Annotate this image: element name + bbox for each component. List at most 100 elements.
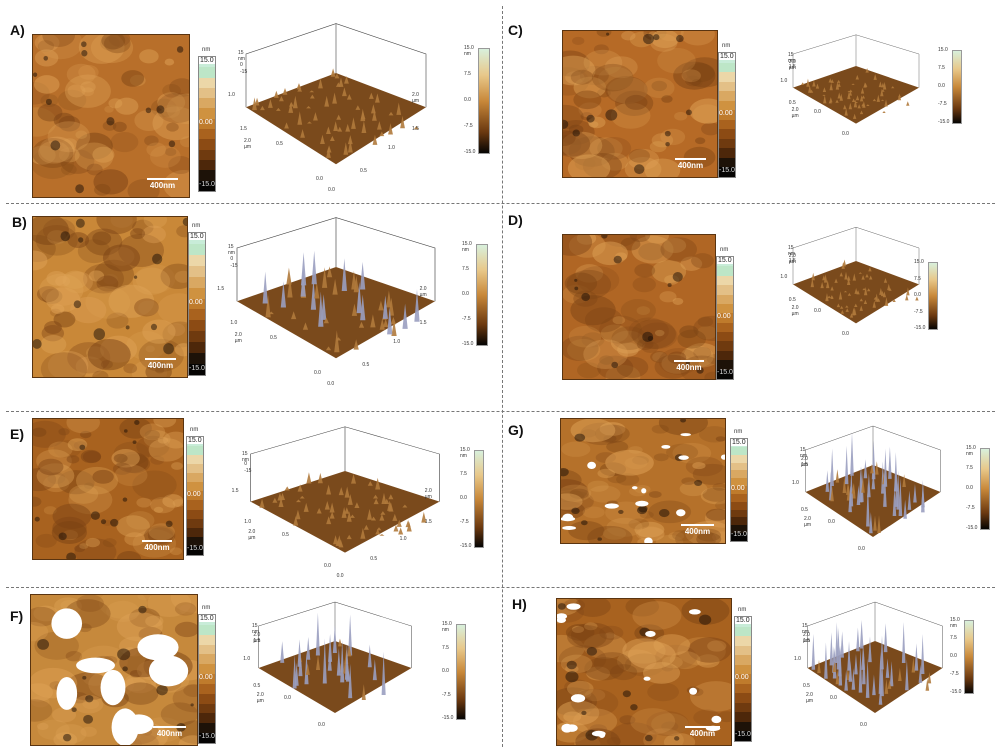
3d-color-bar-tick: 0.0 bbox=[442, 668, 449, 674]
color-bar-segment bbox=[199, 723, 215, 734]
color-bar-segment bbox=[719, 62, 735, 73]
color-bar-max: 15.0 bbox=[731, 439, 747, 446]
color-bar-max: 15.0 bbox=[189, 233, 205, 240]
color-bar-min: -15.0 bbox=[189, 365, 205, 372]
color-bar-segment bbox=[199, 664, 215, 675]
axis-tick-label: 0.0 bbox=[318, 722, 325, 728]
axis-tick-label: 2.0 µm bbox=[424, 488, 432, 500]
3d-color-bar-tick: 15.0 nm bbox=[966, 445, 976, 457]
color-bar-max: 15.0 bbox=[719, 53, 735, 60]
3d-color-bar-tick: 15.0 nm bbox=[462, 241, 472, 253]
3d-color-bar bbox=[474, 450, 484, 548]
color-bar-segment bbox=[731, 501, 747, 510]
axis-tick-label: -15 bbox=[244, 467, 252, 474]
3d-color-bar bbox=[478, 48, 490, 154]
color-bar-segment bbox=[717, 313, 733, 323]
scale-bar-label: 400nm bbox=[147, 361, 174, 370]
3d-color-bar-tick: 0.0 bbox=[460, 495, 467, 501]
color-bar-unit: nm bbox=[202, 47, 211, 53]
axis-tick-label: -15 bbox=[230, 263, 238, 270]
color-bar-segment bbox=[719, 72, 735, 82]
axis-tick-label: 2.0 µm bbox=[801, 456, 809, 468]
color-bar-segment bbox=[189, 254, 205, 266]
color-bar-segment bbox=[719, 110, 735, 120]
color-bar-segment bbox=[187, 518, 203, 528]
3d-color-bar-tick: 0.0 bbox=[966, 485, 973, 491]
axis-tick-label: 1.5 bbox=[788, 63, 796, 70]
axis-tick-label: 1.5 bbox=[253, 638, 261, 644]
color-bar-segment bbox=[187, 536, 203, 546]
3d-color-bar bbox=[980, 448, 990, 530]
3d-color-bar-tick: 7.5 bbox=[966, 465, 973, 471]
3d-color-bar bbox=[952, 50, 962, 124]
color-bar-segment bbox=[717, 294, 733, 304]
axis-tick-label: 0.0 bbox=[314, 369, 321, 376]
color-bar-segment bbox=[187, 509, 203, 519]
color-bar-segment bbox=[731, 517, 747, 526]
axis-tick-label: 2.0 µm bbox=[788, 253, 796, 266]
color-bar-segment bbox=[717, 341, 733, 351]
color-bar-segment bbox=[199, 87, 215, 99]
color-bar-segment bbox=[731, 462, 747, 471]
axis-tick-label: 0.0 bbox=[842, 331, 849, 338]
vertical-divider bbox=[502, 6, 503, 747]
panel-label: F) bbox=[10, 608, 24, 624]
color-bar-segment bbox=[189, 320, 205, 332]
color-bar-segment bbox=[199, 180, 215, 191]
axis-tick-label: 1.0 bbox=[243, 656, 251, 662]
scale-bar-label: 400nm bbox=[689, 729, 716, 738]
axis-tick-label: 2.0 µm bbox=[788, 58, 796, 71]
axis-tick-label: 0.5 bbox=[270, 335, 277, 342]
axis-tick-label: 0.0 bbox=[336, 573, 344, 579]
3d-color-bar-tick: -7.5 bbox=[966, 505, 975, 511]
xy-axis-unit: 2.0 µm bbox=[244, 137, 252, 150]
axis-tick-label: 1.0 bbox=[780, 78, 788, 84]
color-bar-max: 15.0 bbox=[187, 437, 203, 444]
panel-label: E) bbox=[10, 426, 24, 442]
panel-label: B) bbox=[12, 214, 27, 230]
color-bar-segment bbox=[199, 713, 215, 724]
color-bar-min: -15.0 bbox=[199, 181, 215, 188]
color-bar-segment bbox=[199, 139, 215, 150]
3d-color-bar-tick: -15.0 bbox=[460, 543, 472, 549]
color-bar-segment bbox=[735, 712, 751, 722]
color-bar-unit: nm bbox=[202, 605, 211, 611]
axis-tick-label: 0.5 bbox=[360, 168, 367, 174]
row-divider-3 bbox=[6, 587, 995, 588]
3d-color-bar-tick: -7.5 bbox=[460, 519, 469, 525]
color-bar-segment bbox=[187, 473, 203, 483]
afm-3d-view bbox=[786, 30, 926, 150]
color-bar-segment bbox=[189, 243, 205, 255]
axis-tick-label: -15 bbox=[240, 69, 248, 76]
color-bar-max: 15.0 bbox=[199, 615, 215, 622]
afm-height-image bbox=[556, 598, 732, 746]
color-bar-unit: nm bbox=[738, 607, 747, 613]
color-bar-segment bbox=[187, 482, 203, 492]
afm-3d-view bbox=[800, 596, 950, 746]
scale-bar bbox=[142, 540, 172, 542]
afm-3d-view bbox=[236, 16, 436, 206]
axis-tick-label: 0.0 bbox=[842, 130, 849, 137]
3d-color-bar-tick: 15.0 nm bbox=[442, 621, 452, 633]
color-bar-segment bbox=[719, 138, 735, 149]
color-bar-segment bbox=[199, 118, 215, 130]
axis-tick-label: 1.0 bbox=[792, 480, 799, 486]
afm-height-image bbox=[32, 34, 190, 198]
color-bar-segment bbox=[735, 655, 751, 665]
3d-color-bar-tick: 7.5 bbox=[938, 65, 945, 71]
3d-color-bar-tick: 0.0 bbox=[464, 97, 471, 103]
color-bar-mid: 0.00 bbox=[187, 491, 201, 498]
color-bar-segment bbox=[735, 702, 751, 713]
color-bar-segment bbox=[189, 298, 205, 310]
axis-tick-label: 0.5 bbox=[253, 683, 261, 689]
color-bar-segment bbox=[189, 331, 205, 343]
afm-3d-view bbox=[250, 596, 420, 746]
color-bar-segment bbox=[731, 446, 747, 455]
xy-axis-unit: 2.0 µm bbox=[806, 692, 814, 704]
axis-tick-label: 0.0 bbox=[284, 695, 291, 701]
afm-3d-view bbox=[240, 420, 450, 590]
color-bar-segment bbox=[719, 91, 735, 101]
axis-tick-label: 2.0 µm bbox=[253, 632, 261, 644]
axis-tick-label: 0 bbox=[244, 460, 247, 467]
axis-tick-label: 0 bbox=[240, 61, 243, 68]
